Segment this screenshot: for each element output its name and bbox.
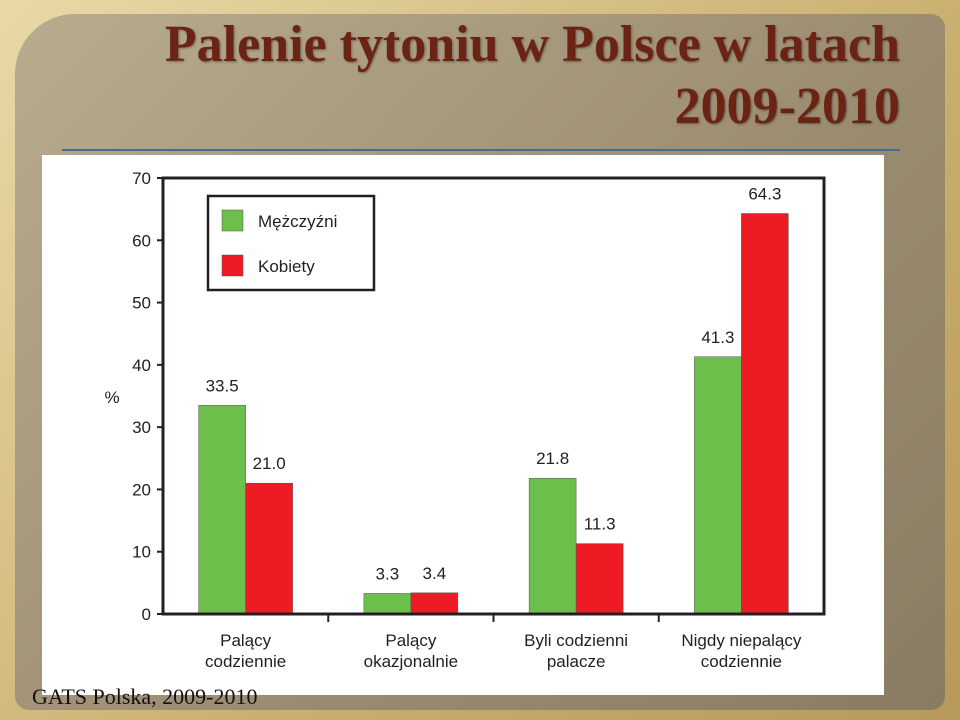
x-tick-label: Palący okazjonalnie [364,631,459,671]
value-label: 3.4 [423,564,447,583]
value-label: 11.3 [584,515,616,534]
value-label: 33.5 [206,376,239,395]
bar [528,477,577,615]
x-tick-label: Byli codzienni palacze [524,631,628,671]
value-label: 3.3 [376,564,400,583]
value-label: 64.3 [748,185,781,204]
y-tick-label: 20 [132,480,151,499]
bar [363,593,412,615]
bar [741,213,789,615]
value-label: 41.3 [701,328,734,347]
bar [198,405,246,615]
x-tick-label: Palący codziennie [205,631,286,671]
legend-label: Mężczyźni [258,212,337,231]
y-tick-label: 50 [132,294,151,313]
y-tick-label: 0 [142,605,151,624]
bar [694,356,742,615]
bar [245,482,293,615]
value-label: 21.8 [536,449,569,468]
legend-swatch [221,209,244,232]
title-rule [62,149,900,151]
chart: 0 10 20 30 40 50 60 70% Palący codziennie 33.5 21.0… [104,169,826,671]
y-tick-label: 60 [132,231,151,250]
chart-area: 0 10 20 30 40 50 60 70% Palący codziennie 33.5 21.0… [42,155,884,695]
y-tick-label: 40 [132,356,151,375]
source-note: GATS Polska, 2009-2010 [32,684,258,709]
x-tick-label: Nigdy niepalący codziennie [681,631,802,671]
y-tick-label: 30 [132,418,151,437]
legend-swatch [221,254,244,277]
value-label: 21.0 [253,454,286,473]
plot-frame [161,176,826,616]
y-axis-label: % [104,388,119,407]
slide-title: Palenie tytoniu w Polsce w latach 2009-2… [164,16,900,135]
y-tick-label: 70 [132,169,151,188]
bar [575,543,624,615]
legend-label: Kobiety [258,257,315,276]
bar [410,592,459,615]
y-tick-label: 10 [132,543,151,562]
